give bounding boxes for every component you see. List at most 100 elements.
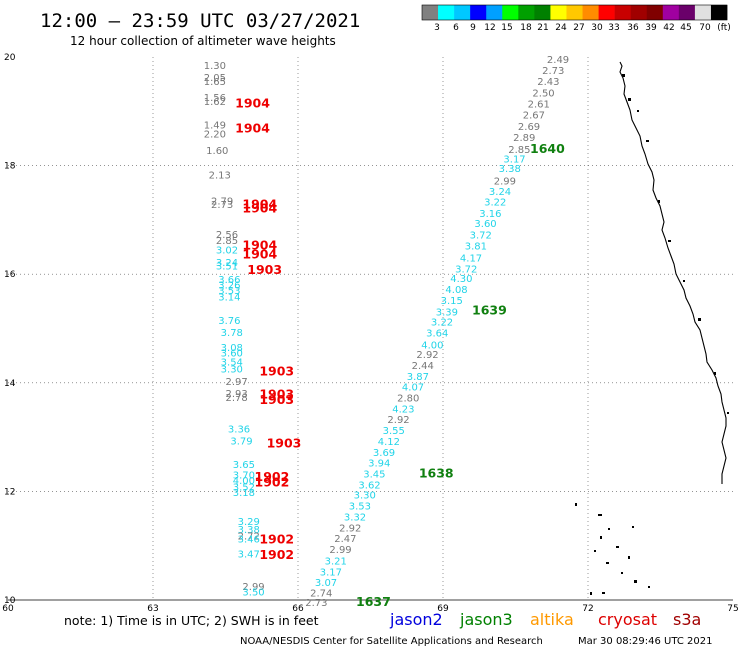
wave-height-value: 2.92 — [387, 415, 409, 426]
wave-height-value: 3.22 — [484, 197, 506, 208]
legend-s3a: s3a — [673, 610, 701, 629]
wave-height-value: 3.64 — [426, 328, 448, 339]
wave-height-value: 3.24 — [489, 187, 511, 198]
wave-height-value: 3.66 — [218, 275, 240, 286]
wave-height-value: 3.30 — [221, 365, 243, 376]
wave-height-value: 2.85 — [508, 145, 530, 156]
pass-time-label: 1904 — [242, 197, 277, 212]
wave-height-value: 2.69 — [518, 122, 540, 133]
wave-height-value: 2.79 — [211, 196, 233, 207]
legend-altika: altika — [530, 610, 574, 629]
wave-height-value: 2.92 — [339, 523, 361, 534]
wave-height-value: 3.08 — [221, 343, 243, 354]
wave-height-value: 3.79 — [230, 436, 252, 447]
wave-height-value: 3.46 — [238, 535, 260, 546]
y-tick-label: 12 — [4, 487, 15, 497]
y-tick-label: 14 — [4, 379, 16, 389]
wave-height-value: 2.74 — [310, 588, 332, 599]
x-tick-label: 60 — [2, 604, 14, 614]
wave-height-value: 3.53 — [218, 286, 240, 297]
color-swatch — [662, 5, 680, 20]
scale-label: 70 — [699, 23, 711, 33]
scale-label: 33 — [608, 23, 619, 33]
wave-height-value: 2.97 — [226, 377, 248, 388]
wave-height-value: 3.65 — [233, 460, 255, 471]
wave-height-value: 3.14 — [218, 293, 240, 304]
wave-height-value: 2.93 — [226, 389, 248, 400]
color-swatch — [518, 5, 535, 20]
chart-title: 12:00 – 23:59 UTC 03/27/2021 — [40, 10, 360, 32]
scale-label: 3 — [434, 23, 440, 33]
scale-label: 6 — [453, 23, 459, 33]
wave-height-value: 3.53 — [349, 502, 371, 513]
legend-jason3: jason3 — [459, 610, 513, 629]
color-swatch — [550, 5, 567, 20]
wave-height-value: 2.80 — [397, 394, 419, 405]
wave-height-value: 3.26 — [218, 281, 240, 292]
altimeter-marks: 1.302.051.65 1.561.62 1.492.20 1.60 2.13 2.79… — [204, 55, 569, 609]
pass-time-label: 1903 — [259, 363, 294, 378]
wave-height-value: 2.73 — [542, 66, 564, 77]
wave-height-value: 3.76 — [218, 316, 240, 327]
wave-height-value: 2.92 — [416, 350, 438, 361]
wave-height-value: 2.44 — [412, 361, 434, 372]
wave-height-value: 4.00 — [233, 476, 255, 487]
wave-height-value: 2.89 — [513, 133, 535, 144]
wave-height-value: 3.02 — [216, 245, 238, 256]
wave-height-value: 4.12 — [378, 437, 400, 448]
wave-height-value: 2.20 — [204, 130, 226, 141]
color-swatch — [582, 5, 599, 20]
scale-label: 21 — [537, 23, 548, 33]
axis-tick-labels: 60 63 66 69 72 75 10 12 14 16 18 20 — [2, 53, 738, 614]
scale-label: 27 — [573, 23, 584, 33]
wave-height-value: 2.47 — [334, 534, 356, 545]
y-tick-label: 10 — [4, 596, 16, 606]
scale-label: 36 — [627, 23, 639, 33]
wave-height-value: 3.72 — [455, 264, 477, 275]
wave-height-value: 2.85 — [216, 236, 238, 247]
wave-height-value: 1.56 — [204, 93, 226, 104]
wave-height-value: 3.21 — [325, 556, 347, 567]
wave-height-value: 3.54 — [221, 358, 243, 369]
color-scale-legend — [421, 4, 728, 21]
wave-height-value: 2.67 — [523, 111, 545, 122]
scale-label: 9 — [470, 23, 476, 33]
color-scale-border — [421, 4, 728, 21]
wave-height-value: 2.78 — [226, 393, 248, 404]
y-tick-label: 18 — [4, 162, 16, 172]
y-tick-label: 20 — [4, 53, 16, 63]
wave-height-value: 3.45 — [363, 470, 385, 481]
pass-time-label: 1904 — [242, 200, 277, 215]
scale-label: 15 — [501, 23, 512, 33]
wave-height-value: 3.38 — [238, 525, 260, 536]
scale-label: 18 — [520, 23, 532, 33]
pass-time-label: 1902 — [255, 475, 290, 490]
x-tick-label: 75 — [727, 604, 738, 614]
wave-height-value: 3.17 — [503, 155, 525, 166]
chart-subtitle: 12 hour collection of altimeter wave hei… — [70, 34, 336, 48]
wave-height-value: 2.49 — [547, 55, 569, 66]
scale-label: 12 — [484, 23, 495, 33]
color-swatch — [678, 5, 696, 20]
wave-height-value: 3.72 — [470, 231, 492, 242]
wave-height-value: 3.32 — [344, 512, 366, 523]
wave-height-value: 2.73 — [305, 598, 327, 609]
wave-height-value: 3.18 — [233, 488, 255, 499]
pass-time-label: 1637 — [356, 594, 391, 609]
wave-height-value: 2.72 — [238, 531, 260, 542]
scale-label: (ft) — [717, 23, 731, 33]
wave-height-value: 3.30 — [354, 491, 376, 502]
color-swatch — [710, 5, 728, 20]
pass-time-label: 1904 — [235, 96, 270, 111]
pass-time-label: 1903 — [259, 392, 294, 407]
wave-height-value: 2.13 — [209, 170, 231, 181]
color-swatch — [454, 5, 471, 20]
scale-label: 24 — [555, 23, 567, 33]
scale-label: 45 — [680, 23, 691, 33]
pass-time-label: 1902 — [255, 469, 290, 484]
wave-height-value: 3.60 — [221, 348, 243, 359]
color-swatch — [438, 5, 455, 20]
wave-height-value: 3.47 — [238, 549, 260, 560]
wave-height-value: 3.16 — [479, 209, 501, 220]
wave-height-value: 3.22 — [431, 317, 453, 328]
